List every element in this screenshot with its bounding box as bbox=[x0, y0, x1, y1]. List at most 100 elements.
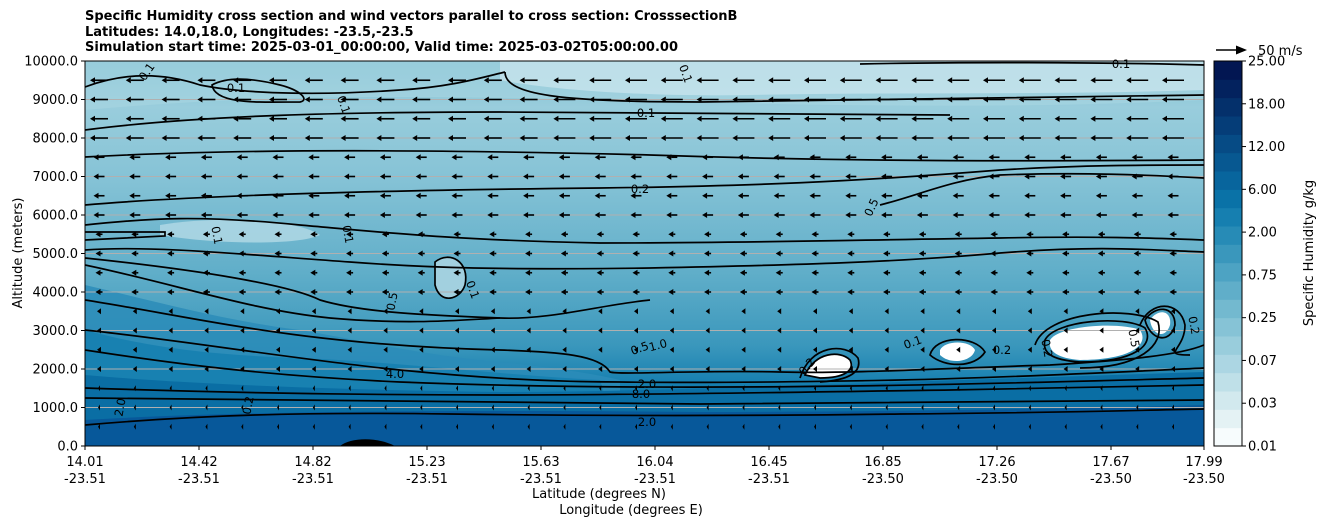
wind-arrow bbox=[487, 154, 499, 161]
wind-arrow bbox=[916, 173, 928, 180]
wind-arrow bbox=[419, 366, 424, 372]
contour-label: 2.0 bbox=[638, 377, 656, 391]
wind-arrow bbox=[455, 346, 459, 353]
wind-arrow bbox=[346, 250, 354, 257]
wind-arrow bbox=[451, 154, 463, 161]
x-tick-label-lon: -23.50 bbox=[1183, 472, 1225, 487]
contour-label: 8.0 bbox=[632, 387, 650, 401]
wind-arrow bbox=[1027, 308, 1032, 315]
wind-arrow bbox=[704, 250, 712, 257]
contour-label: 0.2 bbox=[1038, 338, 1055, 358]
wind-arrow bbox=[348, 385, 351, 392]
wind-arrow bbox=[1169, 289, 1177, 295]
wind-arrow bbox=[634, 327, 638, 334]
wind-arrow bbox=[562, 346, 567, 353]
wind-arrow bbox=[347, 308, 352, 315]
wind-arrow bbox=[983, 96, 1005, 103]
wind-arrow bbox=[778, 385, 781, 392]
wind-arrow bbox=[1133, 250, 1141, 257]
wind-arrow bbox=[1062, 289, 1070, 295]
wind-arrow bbox=[276, 327, 280, 334]
x-tick-label-lat: 14.42 bbox=[180, 455, 217, 470]
wind-arrow bbox=[811, 269, 819, 276]
wind-arrow bbox=[630, 154, 642, 161]
wind-arrow bbox=[167, 250, 175, 257]
wind-arrow bbox=[412, 135, 431, 141]
wind-arrow bbox=[90, 77, 108, 84]
colorbar-segment bbox=[1214, 189, 1242, 209]
wind-arrow bbox=[954, 269, 962, 276]
wind-arrow bbox=[308, 192, 320, 199]
x-tick-label-lon: -23.51 bbox=[520, 472, 562, 487]
wind-arrow bbox=[165, 173, 177, 180]
wind-arrow bbox=[845, 192, 857, 199]
wind-arrow bbox=[527, 404, 530, 411]
wind-arrow bbox=[625, 77, 647, 84]
colorbar-tick-label: 2.00 bbox=[1248, 226, 1277, 241]
colorbar-segment bbox=[1214, 299, 1242, 319]
wind-arrow bbox=[696, 96, 719, 103]
wind-arrow bbox=[197, 115, 216, 122]
wind-arrow bbox=[666, 192, 678, 199]
wind-arrow bbox=[777, 327, 782, 334]
wind-arrow bbox=[1060, 154, 1072, 161]
wind-arrow bbox=[732, 115, 755, 122]
contour-label: 0.2 bbox=[993, 343, 1011, 357]
wind-arrow bbox=[670, 385, 673, 392]
colorbar-tick-label: 0.25 bbox=[1248, 311, 1277, 326]
wind-arrow bbox=[1172, 385, 1174, 392]
wind-arrow bbox=[1090, 135, 1113, 141]
wind-arrow bbox=[241, 423, 244, 430]
wind-arrow bbox=[773, 154, 785, 161]
wind-arrow bbox=[1135, 327, 1140, 334]
wind-arrow bbox=[1062, 269, 1070, 276]
wind-arrow bbox=[1169, 250, 1177, 257]
wind-arrow bbox=[1026, 289, 1034, 295]
wind-arrow bbox=[376, 135, 395, 141]
wind-arrow bbox=[632, 289, 640, 295]
colorbar-segment bbox=[1214, 61, 1242, 80]
wind-arrow bbox=[415, 192, 427, 199]
wind-arrow bbox=[811, 250, 819, 257]
x-tick-label-lat: 14.01 bbox=[66, 455, 103, 470]
contour-label: 4.0 bbox=[386, 367, 404, 381]
wind-arrow bbox=[376, 77, 395, 84]
wind-arrow bbox=[1018, 135, 1041, 141]
wind-arrow bbox=[489, 289, 497, 295]
colorbar-tick-label: 0.07 bbox=[1248, 354, 1277, 369]
wind-arrow bbox=[804, 135, 826, 141]
wind-arrow bbox=[312, 404, 315, 411]
wind-arrow bbox=[921, 423, 924, 430]
wind-arrow bbox=[1095, 192, 1107, 199]
wind-arrow bbox=[666, 173, 678, 180]
wind-arrow bbox=[1097, 231, 1105, 238]
wind-arrow bbox=[412, 77, 431, 84]
wind-arrow bbox=[240, 308, 245, 315]
wind-arrow bbox=[1024, 212, 1036, 218]
wind-arrow bbox=[988, 154, 1000, 161]
wind-arrow bbox=[420, 404, 423, 411]
wind-arrow bbox=[1126, 77, 1149, 84]
wind-arrow bbox=[311, 327, 316, 334]
wind-arrow bbox=[1169, 269, 1177, 276]
wind-arrow bbox=[125, 135, 144, 141]
wind-arrow bbox=[125, 115, 144, 122]
wind-arrow bbox=[669, 366, 674, 372]
wind-arrow bbox=[839, 135, 862, 141]
wind-arrow bbox=[451, 173, 463, 180]
wind-arrow bbox=[775, 289, 783, 295]
wind-arrow bbox=[1167, 212, 1179, 218]
wind-arrow bbox=[702, 173, 714, 180]
wind-arrow bbox=[272, 192, 284, 199]
wind-arrow bbox=[97, 327, 101, 334]
wind-arrow bbox=[453, 250, 461, 257]
wind-arrow bbox=[205, 404, 208, 411]
wind-arrow bbox=[1131, 173, 1143, 180]
wind-arrow bbox=[814, 404, 816, 411]
wind-arrow bbox=[599, 423, 602, 430]
wind-arrow bbox=[483, 135, 502, 141]
wind-arrow bbox=[702, 212, 714, 218]
wind-arrow bbox=[1054, 135, 1077, 141]
y-tick-label: 6000.0 bbox=[33, 209, 79, 224]
wind-arrow bbox=[706, 423, 709, 430]
